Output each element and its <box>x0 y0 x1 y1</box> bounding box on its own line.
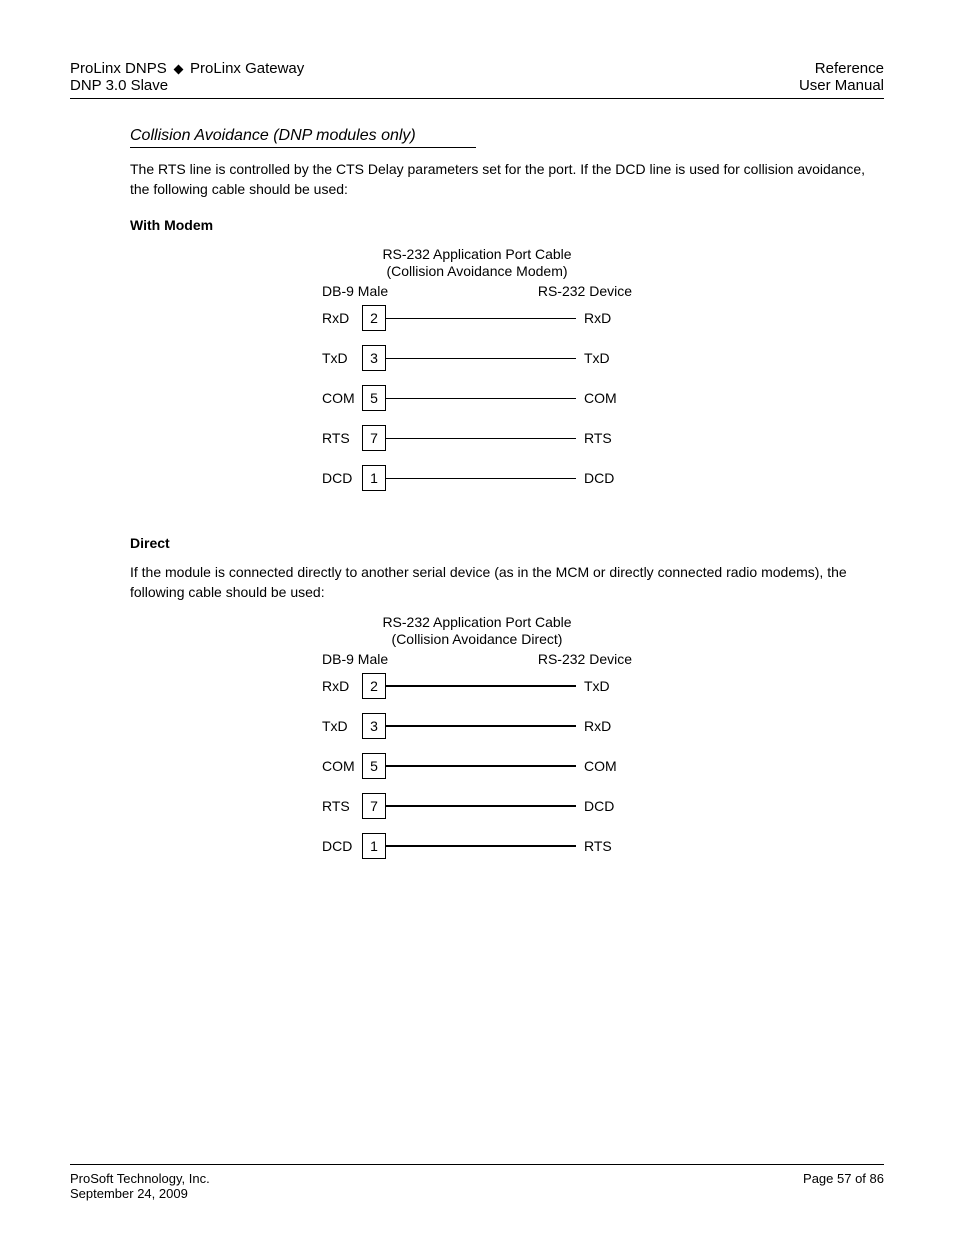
pin-label-left: DCD <box>322 470 362 486</box>
pin-row: RxD2 TxD <box>322 673 632 699</box>
pin-line <box>386 478 576 480</box>
pin-box: 2 <box>362 673 386 699</box>
modem-diagram: RS-232 Application Port Cable (Collision… <box>322 245 632 505</box>
direct-diagram: RS-232 Application Port Cable (Collision… <box>322 613 632 873</box>
product-type: ProLinx Gateway <box>190 60 304 77</box>
pin-line <box>386 845 576 847</box>
pin-row: RTS7 DCD <box>322 793 632 819</box>
pin-label-left: COM <box>322 758 362 774</box>
pin-box: 3 <box>362 345 386 371</box>
header-right: Reference User Manual <box>799 60 884 94</box>
pin-label-right: DCD <box>576 798 626 814</box>
section-title: Collision Avoidance (DNP modules only) <box>130 127 476 148</box>
modem-diagram-title: RS-232 Application Port Cable <box>322 245 632 263</box>
modem-diagram-headers: DB-9 Male RS-232 Device <box>322 283 632 299</box>
pin-label-left: RxD <box>322 678 362 694</box>
pin-label-right: DCD <box>576 470 626 486</box>
pin-line <box>386 725 576 727</box>
pin-box: 3 <box>362 713 386 739</box>
header-left-line1: ProLinx DNPS ProLinx Gateway <box>70 60 304 77</box>
modem-heading: With Modem <box>130 217 884 233</box>
pin-label-right: RTS <box>576 838 626 854</box>
footer-right: Page 57 of 86 <box>803 1171 884 1201</box>
pin-label-right: RxD <box>576 310 626 326</box>
header-right-line2: User Manual <box>799 77 884 94</box>
direct-diagram-subtitle: (Collision Avoidance Direct) <box>322 631 632 647</box>
pin-line <box>386 438 576 440</box>
header-right-line1: Reference <box>799 60 884 77</box>
direct-right-header: RS-232 Device <box>538 651 632 667</box>
direct-diagram-wrap: RS-232 Application Port Cable (Collision… <box>70 613 884 873</box>
pin-label-left: RTS <box>322 430 362 446</box>
pin-box: 5 <box>362 385 386 411</box>
pin-row: COM5COM <box>322 753 632 779</box>
pin-label-left: RTS <box>322 798 362 814</box>
pin-row: TxD3TxD <box>322 345 632 371</box>
pin-label-left: COM <box>322 390 362 406</box>
diamond-icon <box>173 64 183 74</box>
pin-box: 5 <box>362 753 386 779</box>
footer-company: ProSoft Technology, Inc. <box>70 1171 210 1186</box>
pin-line <box>386 805 576 807</box>
header-left-line2: DNP 3.0 Slave <box>70 77 304 94</box>
pin-row: RxD2RxD <box>322 305 632 331</box>
direct-diagram-headers: DB-9 Male RS-232 Device <box>322 651 632 667</box>
pin-row: TxD3 RxD <box>322 713 632 739</box>
pin-label-right: COM <box>576 390 626 406</box>
modem-diagram-subtitle: (Collision Avoidance Modem) <box>322 263 632 279</box>
page-footer: ProSoft Technology, Inc. September 24, 2… <box>70 1164 884 1201</box>
pin-box: 1 <box>362 465 386 491</box>
pin-label-left: RxD <box>322 310 362 326</box>
pin-box: 1 <box>362 833 386 859</box>
pin-row: DCD1 RTS <box>322 833 632 859</box>
direct-diagram-title: RS-232 Application Port Cable <box>322 613 632 631</box>
footer-date: September 24, 2009 <box>70 1186 210 1201</box>
direct-intro: If the module is connected directly to a… <box>130 563 884 602</box>
pin-line <box>386 765 576 767</box>
pin-label-right: RxD <box>576 718 626 734</box>
pin-label-right: TxD <box>576 678 626 694</box>
pin-line <box>386 398 576 400</box>
direct-heading: Direct <box>130 535 884 551</box>
pin-box: 2 <box>362 305 386 331</box>
modem-left-header: DB-9 Male <box>322 283 388 299</box>
pin-line <box>386 358 576 360</box>
product-name: ProLinx DNPS <box>70 60 167 77</box>
pin-line <box>386 318 576 320</box>
pin-label-left: TxD <box>322 350 362 366</box>
pin-label-right: COM <box>576 758 626 774</box>
section-intro: The RTS line is controlled by the CTS De… <box>130 160 884 199</box>
footer-left: ProSoft Technology, Inc. September 24, 2… <box>70 1171 210 1201</box>
pin-box: 7 <box>362 793 386 819</box>
modem-diagram-wrap: RS-232 Application Port Cable (Collision… <box>70 245 884 505</box>
modem-right-header: RS-232 Device <box>538 283 632 299</box>
pin-label-right: TxD <box>576 350 626 366</box>
direct-rows: RxD2TxDTxD3RxDCOM5COMRTS7DCDDCD1RTS <box>322 673 632 859</box>
pin-row: DCD1DCD <box>322 465 632 491</box>
pin-label-left: DCD <box>322 838 362 854</box>
footer-page: Page 57 of 86 <box>803 1171 884 1186</box>
page-header: ProLinx DNPS ProLinx Gateway DNP 3.0 Sla… <box>70 60 884 99</box>
pin-row: RTS7RTS <box>322 425 632 451</box>
pin-row: COM5COM <box>322 385 632 411</box>
header-left: ProLinx DNPS ProLinx Gateway DNP 3.0 Sla… <box>70 60 304 94</box>
pin-line <box>386 685 576 687</box>
pin-label-right: RTS <box>576 430 626 446</box>
pin-box: 7 <box>362 425 386 451</box>
page: ProLinx DNPS ProLinx Gateway DNP 3.0 Sla… <box>0 0 954 1235</box>
direct-left-header: DB-9 Male <box>322 651 388 667</box>
modem-rows: RxD2RxDTxD3TxDCOM5COMRTS7RTSDCD1DCD <box>322 305 632 491</box>
pin-label-left: TxD <box>322 718 362 734</box>
